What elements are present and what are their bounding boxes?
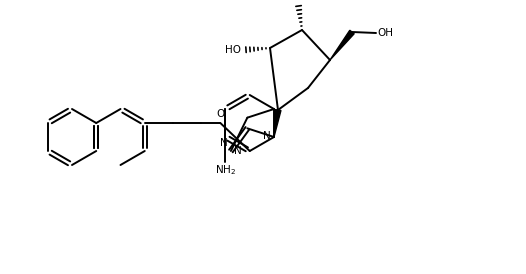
Text: NH$_2$: NH$_2$ xyxy=(215,163,236,177)
Text: OH: OH xyxy=(377,28,393,38)
Polygon shape xyxy=(330,30,354,60)
Text: N: N xyxy=(220,138,227,148)
Text: HO: HO xyxy=(225,45,241,55)
Text: O: O xyxy=(216,109,225,119)
Polygon shape xyxy=(274,110,281,137)
Text: N: N xyxy=(263,131,271,141)
Text: N: N xyxy=(234,146,241,156)
